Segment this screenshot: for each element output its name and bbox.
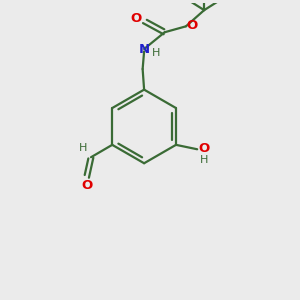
Text: O: O [187, 19, 198, 32]
Text: H: H [79, 143, 87, 153]
Text: H: H [200, 154, 208, 165]
Text: H: H [152, 48, 161, 58]
Text: O: O [81, 179, 92, 192]
Text: O: O [130, 12, 142, 25]
Text: N: N [139, 43, 150, 56]
Text: O: O [198, 142, 209, 154]
